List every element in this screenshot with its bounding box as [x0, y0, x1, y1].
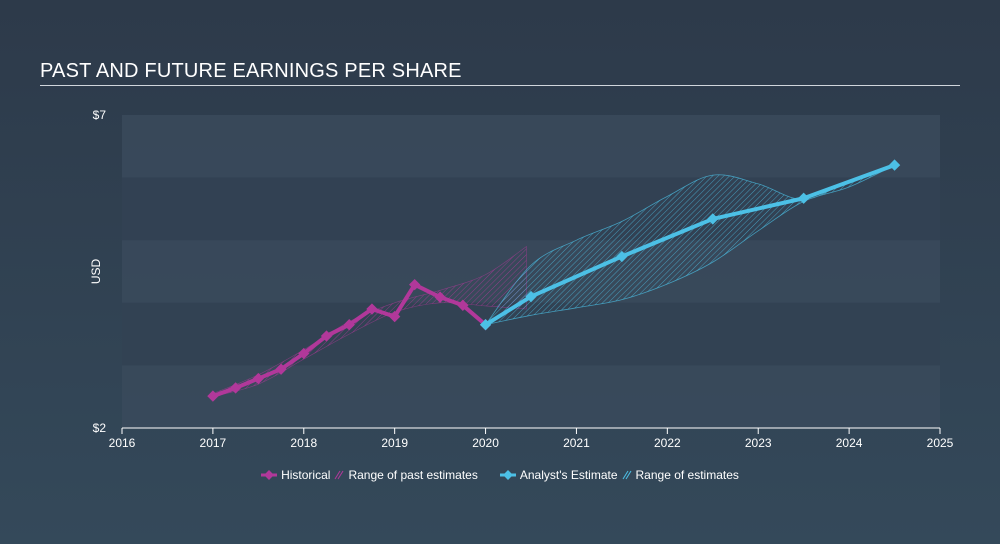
estimate-point [616, 250, 628, 263]
legend-past-range[interactable]: Range of past estimates [334, 468, 478, 482]
estimate-point [888, 159, 901, 171]
historical-point [434, 291, 446, 303]
future-range-swatch-icon [622, 470, 631, 480]
legend-future-range-label: Range of estimates [635, 468, 739, 482]
grid-band [122, 365, 940, 428]
axes: 2016 2017 2018 2019 2020 2021 2022 2023 2024 2025… [89, 108, 954, 450]
historical-point [320, 330, 333, 342]
estimate-line [483, 163, 897, 327]
estimate-point [707, 213, 719, 225]
historical-point [389, 310, 401, 323]
estimate-point [798, 192, 810, 204]
legend-past-range-label: Range of past estimates [348, 468, 478, 482]
y-tick-label: $7 [93, 108, 107, 122]
legend: Historical Range of past estimates Analy… [0, 468, 1000, 482]
grid-band [122, 177, 940, 241]
historical-point [457, 299, 469, 311]
historical-swatch-icon [261, 470, 278, 480]
y-axis-label: USD [89, 259, 103, 285]
background-bands [122, 115, 940, 428]
legend-historical-label: Historical [281, 468, 331, 482]
historical-point [298, 347, 310, 360]
historical-point [229, 382, 242, 394]
estimate-swatch-icon [499, 470, 516, 480]
legend-estimate-label: Analyst's Estimate [519, 468, 618, 482]
x-tick-label: 2024 [836, 436, 863, 450]
legend-estimate[interactable]: Analyst's Estimate [499, 468, 618, 482]
x-tick-label: 2018 [290, 436, 317, 450]
series-lines [207, 159, 901, 402]
chart-title: PAST AND FUTURE EARNINGS PER SHARE [40, 60, 462, 82]
x-tick-label: 2023 [745, 436, 772, 450]
estimate-point [525, 290, 537, 303]
past-range-swatch-icon [335, 470, 344, 480]
x-tick-label: 2025 [927, 436, 954, 450]
historical-point [207, 390, 219, 402]
grid-band [122, 115, 940, 178]
x-tick-label: 2016 [109, 436, 136, 450]
historical-point [366, 303, 378, 315]
historical-point [343, 319, 355, 331]
estimate-point [479, 319, 492, 331]
legend-historical[interactable]: Historical [261, 468, 330, 482]
x-tick-label: 2021 [563, 436, 590, 450]
x-tick-label: 2017 [200, 436, 227, 450]
historical-point [409, 278, 421, 291]
x-tick-label: 2019 [381, 436, 408, 450]
x-tick-label: 2020 [472, 436, 499, 450]
historical-point [275, 363, 287, 375]
legend-future-range[interactable]: Range of estimates [622, 468, 739, 482]
x-tick-label: 2022 [654, 436, 681, 450]
y-tick-label: $2 [93, 421, 107, 435]
title-divider [40, 85, 960, 86]
